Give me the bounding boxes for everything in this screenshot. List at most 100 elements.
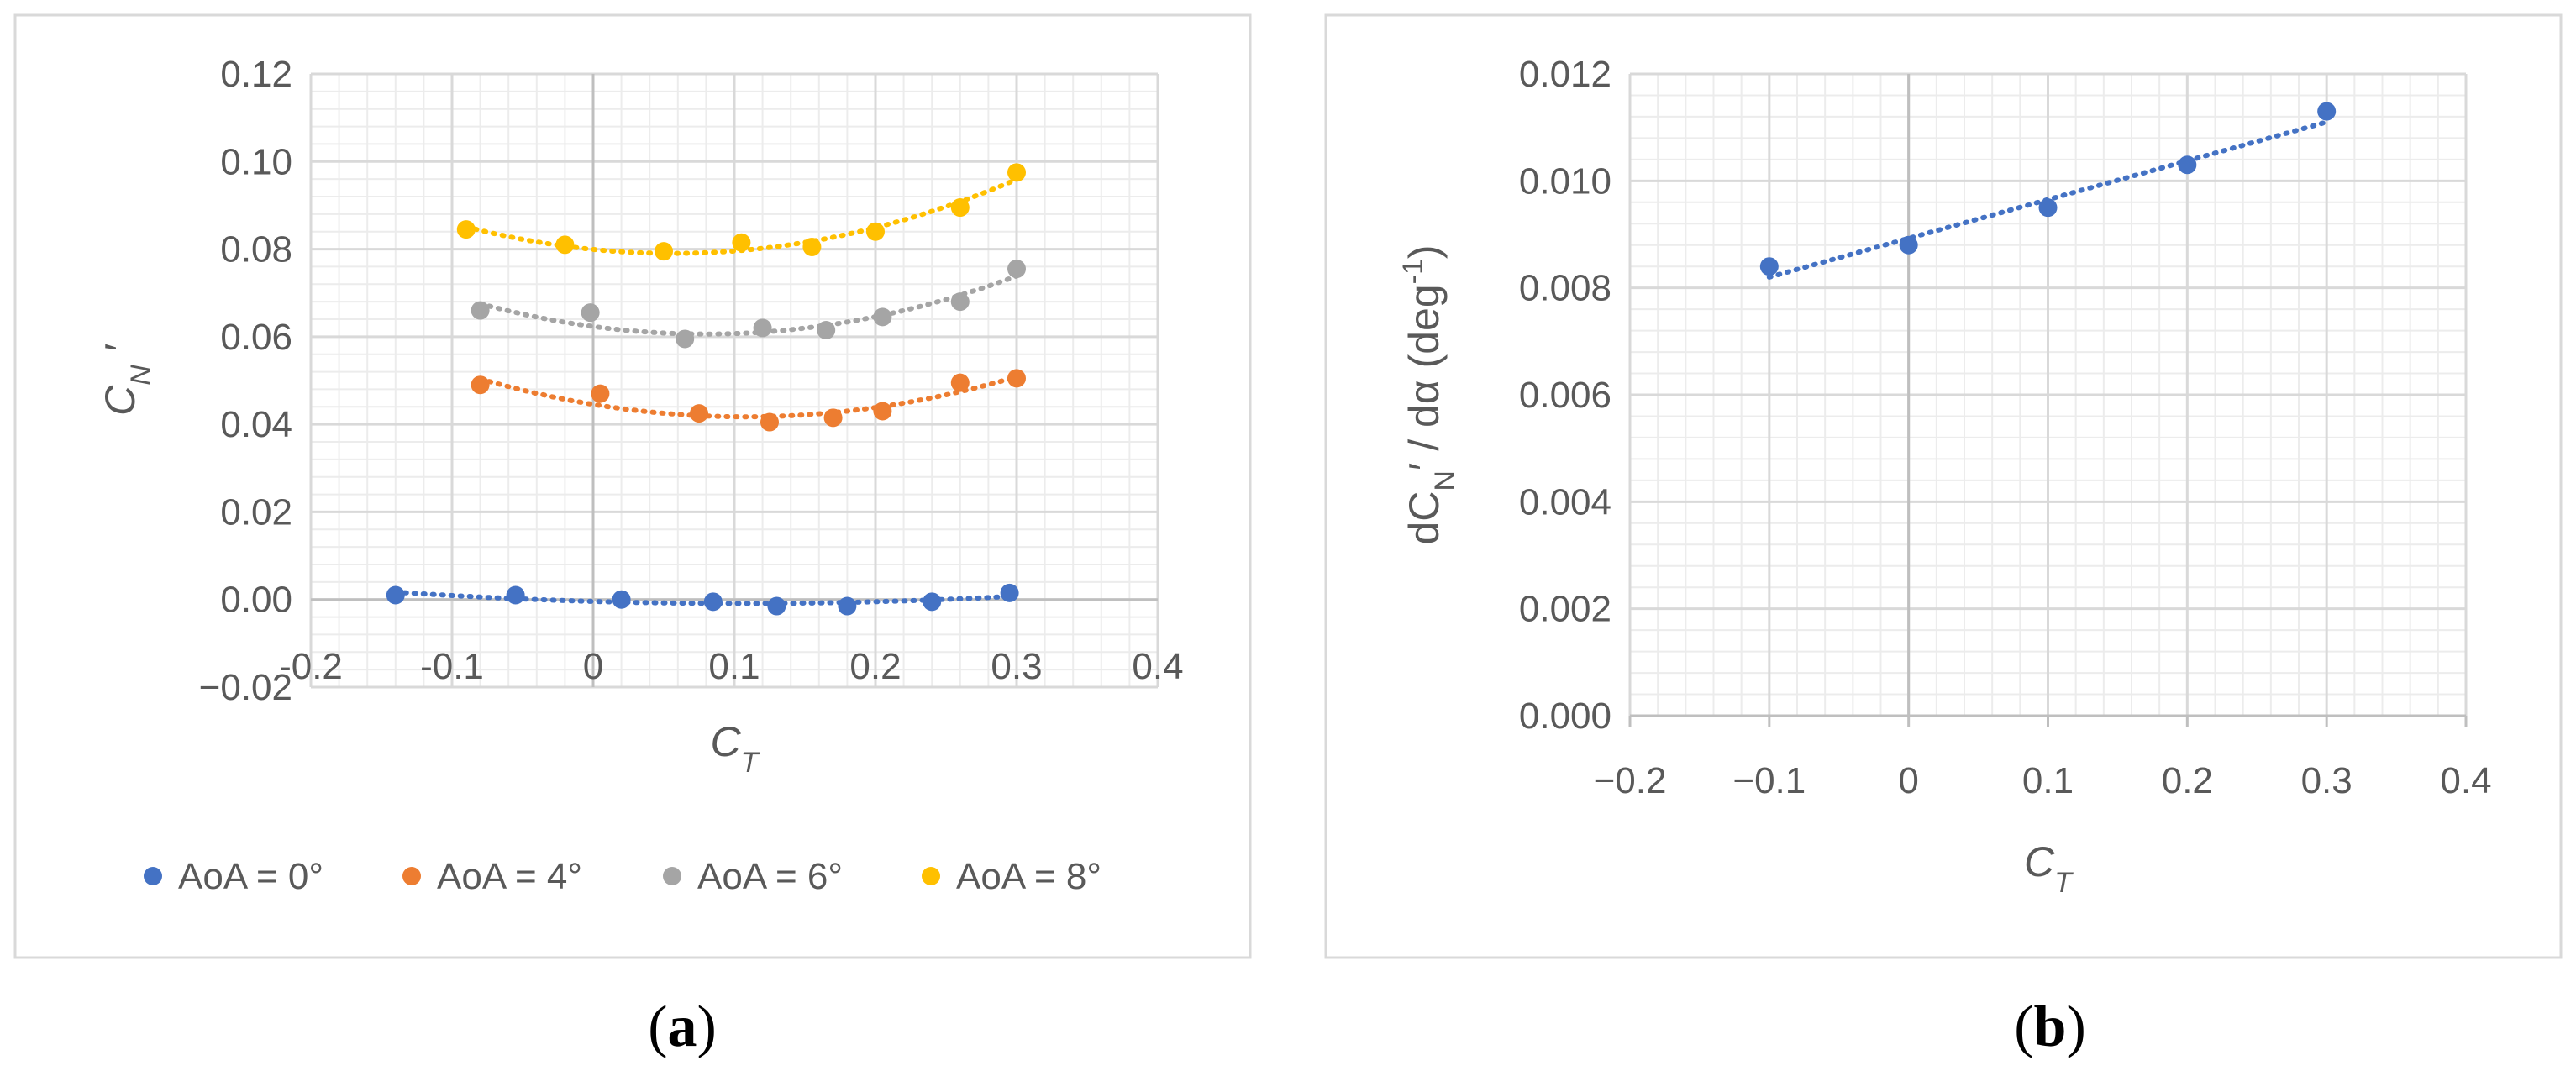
y-tick-label: 0.08: [220, 229, 292, 270]
x-tick-label: 0.4: [2440, 760, 2491, 801]
y-tick-label: 0.02: [220, 491, 292, 533]
x-tick-label: −0.2: [1594, 760, 1667, 801]
data-point-series-1: [760, 412, 779, 432]
caption-a-letter: a: [668, 995, 697, 1059]
panel-b-frame: [1324, 13, 2563, 959]
legend-marker-2: [663, 867, 681, 885]
y-axis-label-sub: N: [125, 365, 157, 386]
data-point-series-1: [591, 384, 610, 403]
data-point-series-0: [767, 596, 786, 616]
y-tick-label: 0.06: [220, 317, 292, 358]
data-point-series-2: [471, 301, 490, 320]
legend-label-1: AoA = 4°: [437, 856, 582, 897]
legend-marker-3: [922, 867, 940, 885]
y-tick-label: 0.002: [1519, 589, 1611, 630]
data-point-series-0: [2178, 155, 2197, 175]
y-tick-label: 0.04: [220, 404, 292, 445]
y-tick-label: 0.006: [1519, 375, 1611, 416]
data-point-series-0: [506, 585, 525, 605]
trendline-series-1: [477, 374, 1019, 420]
y-tick-label: −0.02: [199, 667, 292, 708]
data-point-series-1: [471, 375, 490, 395]
data-point-series-3: [802, 237, 822, 256]
panel-a-y-axis-label: CN ′: [97, 344, 157, 416]
x-axis-label-main: C: [2024, 838, 2055, 885]
y-tick-label: 0.008: [1519, 268, 1611, 309]
data-point-series-0: [386, 585, 405, 605]
data-point-series-0: [612, 590, 631, 609]
data-point-series-2: [950, 292, 970, 312]
data-point-series-1: [823, 408, 843, 428]
trendline-series-0: [392, 589, 1012, 606]
y-tick-label: 0.10: [220, 141, 292, 182]
x-tick-label: 0: [1898, 760, 1918, 801]
caption-b-letter: b: [2034, 995, 2067, 1059]
data-point-series-1: [873, 402, 892, 421]
data-point-series-2: [817, 321, 836, 340]
data-point-series-3: [456, 220, 476, 239]
data-point-series-2: [581, 303, 600, 323]
x-axis-label-sub: T: [2054, 867, 2074, 899]
x-axis-label-main: C: [711, 718, 742, 765]
panel-b-x-axis-label: CT: [2024, 838, 2074, 899]
data-point-series-1: [690, 404, 708, 423]
panel-a-chart: −0.020.000.020.040.060.080.100.12-0.2 -0.…: [97, 54, 1184, 779]
data-point-series-0: [1759, 257, 1779, 276]
data-point-series-3: [1007, 163, 1026, 182]
data-point-series-3: [866, 222, 885, 241]
y-tick-label: 0.00: [220, 580, 292, 621]
y-axis-label-main: C: [97, 385, 144, 416]
x-tick-label: -0.1: [420, 646, 484, 687]
caption-a: (a): [648, 995, 717, 1059]
y-axis-label-sub: N: [1429, 470, 1461, 491]
x-tick-label: 0.2: [849, 646, 901, 687]
trendline-series-2: [477, 273, 1019, 337]
x-tick-label: 0.4: [1132, 646, 1183, 687]
data-point-series-2: [753, 318, 772, 338]
y-axis-label-sup: -1: [1397, 259, 1429, 284]
data-point-series-2: [676, 329, 695, 349]
legend-marker-0: [144, 867, 162, 885]
data-point-series-0: [703, 592, 723, 612]
y-axis-label-pre: dC: [1401, 491, 1448, 545]
data-point-series-2: [873, 307, 892, 327]
data-point-series-3: [555, 235, 575, 255]
caption-b: (b): [2014, 995, 2086, 1059]
y-tick-label: 0.004: [1519, 481, 1611, 522]
y-tick-label: 0.012: [1519, 54, 1611, 95]
x-axis-label-sub: T: [741, 747, 760, 779]
data-point-series-0: [2038, 198, 2058, 218]
y-tick-label: 0.000: [1519, 696, 1611, 737]
x-tick-label: 0.3: [991, 646, 1042, 687]
data-point-series-0: [838, 596, 857, 616]
data-point-series-0: [2317, 102, 2337, 121]
x-tick-label: -0.2: [279, 646, 343, 687]
legend-label-0: AoA = 0°: [178, 856, 323, 897]
data-point-series-0: [1000, 583, 1019, 602]
data-point-series-3: [732, 233, 751, 252]
data-point-series-0: [923, 592, 942, 612]
y-axis-label-close: ): [1401, 244, 1448, 259]
y-tick-label: 0.010: [1519, 160, 1611, 202]
legend-label-3: AoA = 8°: [956, 856, 1101, 897]
data-point-series-1: [1007, 369, 1026, 388]
y-axis-label-prime: ′: [97, 344, 144, 365]
panel-b-chart: 0.000 0.002 0.004 0.006 0.008 0.010 0.012 −0.2 −…: [1397, 54, 2492, 899]
panel-a-x-axis-label: CT: [711, 718, 760, 779]
data-point-series-2: [1007, 260, 1026, 279]
data-point-series-0: [1899, 235, 1918, 255]
x-tick-label: 0.1: [708, 646, 760, 687]
x-tick-label: −0.1: [1732, 760, 1806, 801]
data-point-series-3: [950, 198, 970, 218]
panel-a-legend: AoA = 0° AoA = 4° AoA = 6° AoA = 8°: [144, 856, 1101, 897]
y-axis-label-post: ′ / dα (deg: [1401, 284, 1448, 470]
data-point-series-1: [950, 373, 970, 392]
x-tick-label: 0.3: [2301, 760, 2353, 801]
x-tick-label: 0.2: [2162, 760, 2213, 801]
panel-a-frame: [13, 13, 1252, 959]
y-tick-label: 0.12: [220, 54, 292, 95]
legend-label-2: AoA = 6°: [697, 856, 843, 897]
panel-b-y-axis-label: dCN′ / dα (deg-1): [1397, 244, 1461, 544]
x-tick-label: 0: [583, 646, 603, 687]
